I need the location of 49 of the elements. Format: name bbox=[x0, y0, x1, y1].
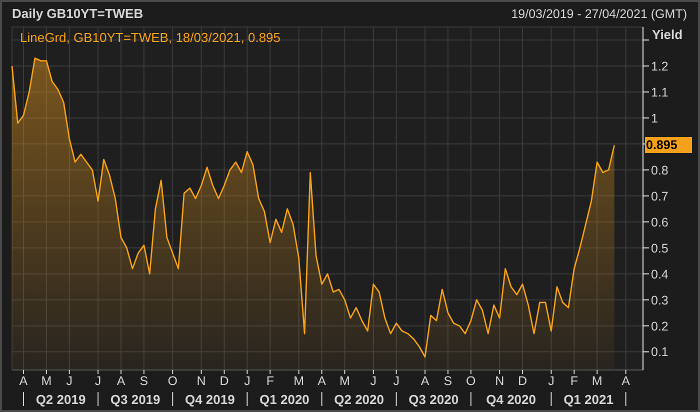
y-tick-label: 0.5 bbox=[651, 241, 668, 256]
x-tick-label: A bbox=[420, 374, 430, 388]
chart-subtitle: 19/03/2019 - 27/04/2021 (GMT) bbox=[511, 7, 687, 21]
y-tick-label: 0.4 bbox=[651, 267, 668, 282]
x-tick-label: J bbox=[66, 374, 72, 388]
x-tick-label: F bbox=[266, 374, 274, 388]
y-tick-label: 1 bbox=[651, 111, 658, 126]
x-tick-label: N bbox=[196, 374, 206, 388]
y-tick-label: 0.7 bbox=[651, 189, 668, 204]
chart-title: Daily GB10YT=TWEB bbox=[12, 6, 144, 21]
x-tick-label: A bbox=[116, 374, 126, 388]
x-tick-label: J bbox=[370, 374, 377, 388]
x-tick-label: A bbox=[318, 374, 327, 388]
x-tick-label: N bbox=[495, 374, 504, 388]
text: Q4 2020 bbox=[486, 392, 536, 407]
x-tick-label: J bbox=[94, 374, 102, 388]
y-tick-label: 0.6 bbox=[651, 215, 668, 230]
text: Q3 2020 bbox=[408, 392, 459, 407]
x-tick-label: D bbox=[220, 374, 229, 388]
x-tick-label: M bbox=[340, 374, 350, 388]
series-label: LineGrd, GB10YT=TWEB, 18/03/2021, 0.895 bbox=[20, 30, 281, 45]
text: Q2 2020 bbox=[334, 392, 384, 407]
text: Q3 2019 bbox=[110, 392, 160, 407]
y-tick-label: 0.3 bbox=[651, 293, 668, 308]
text: 0.895 bbox=[645, 137, 692, 154]
text: Q2 2019 bbox=[36, 392, 86, 407]
x-tick-label: A bbox=[19, 374, 28, 388]
x-tick-label: M bbox=[41, 374, 52, 388]
x-tick-label: M bbox=[592, 374, 602, 388]
y-axis-title: Yield bbox=[652, 27, 683, 42]
x-tick-label: J bbox=[548, 374, 554, 388]
text: Q1 2020 bbox=[260, 392, 310, 407]
y-tick-label: 0.1 bbox=[651, 345, 668, 360]
y-tick-label: 1.1 bbox=[651, 85, 668, 100]
text: Q4 2019 bbox=[184, 392, 235, 407]
x-tick-label: D bbox=[518, 374, 528, 388]
x-tick-label: S bbox=[140, 374, 148, 388]
x-tick-label: M bbox=[294, 374, 304, 388]
x-tick-label: F bbox=[570, 374, 578, 388]
x-tick-label: O bbox=[168, 374, 178, 388]
x-tick-label: J bbox=[393, 374, 400, 388]
x-tick-label: A bbox=[622, 374, 631, 388]
y-tick-label: 0.2 bbox=[651, 319, 668, 334]
text: Q1 2021 bbox=[564, 392, 614, 407]
x-tick-label: O bbox=[466, 374, 476, 388]
x-tick-label: S bbox=[444, 374, 452, 388]
x-tick-label: J bbox=[244, 374, 250, 388]
y-tick-label: 0.8 bbox=[651, 163, 668, 178]
y-tick-label: 1.2 bbox=[651, 59, 668, 74]
